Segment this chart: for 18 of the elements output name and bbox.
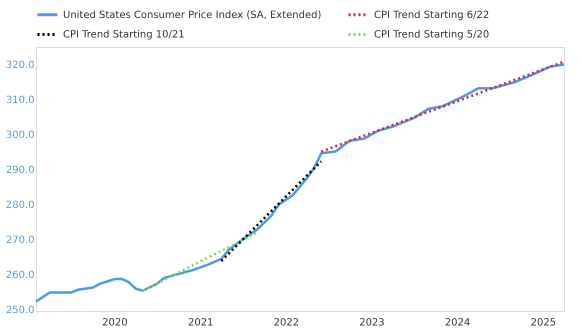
legend-label: CPI Trend Starting 5/20 <box>374 30 490 40</box>
x-tick-label: 2021 <box>188 318 214 328</box>
legend-label: CPI Trend Starting 10/21 <box>63 30 185 40</box>
y-tick-label: 310.0 <box>6 94 34 106</box>
x-tick-label: 2024 <box>444 318 470 328</box>
x-tick-label: 2022 <box>274 318 300 328</box>
y-tick-label: 250.0 <box>6 304 34 316</box>
y-tick-label: 290.0 <box>6 164 34 176</box>
y-tick-label: 280.0 <box>6 200 34 211</box>
legend-label: CPI Trend Starting 6/22 <box>374 10 490 21</box>
y-tick-label: 270.0 <box>6 234 34 246</box>
x-tick-label: 2023 <box>359 318 385 328</box>
y-tick-label: 320.0 <box>6 60 34 71</box>
y-tick-label: 300.0 <box>6 130 34 141</box>
legend-label: United States Consumer Price Index (SA, Extended) <box>63 10 322 21</box>
x-tick-label: 2020 <box>102 318 128 328</box>
x-tick-label: 2025 <box>530 318 556 328</box>
y-tick-label: 260.0 <box>6 270 34 281</box>
